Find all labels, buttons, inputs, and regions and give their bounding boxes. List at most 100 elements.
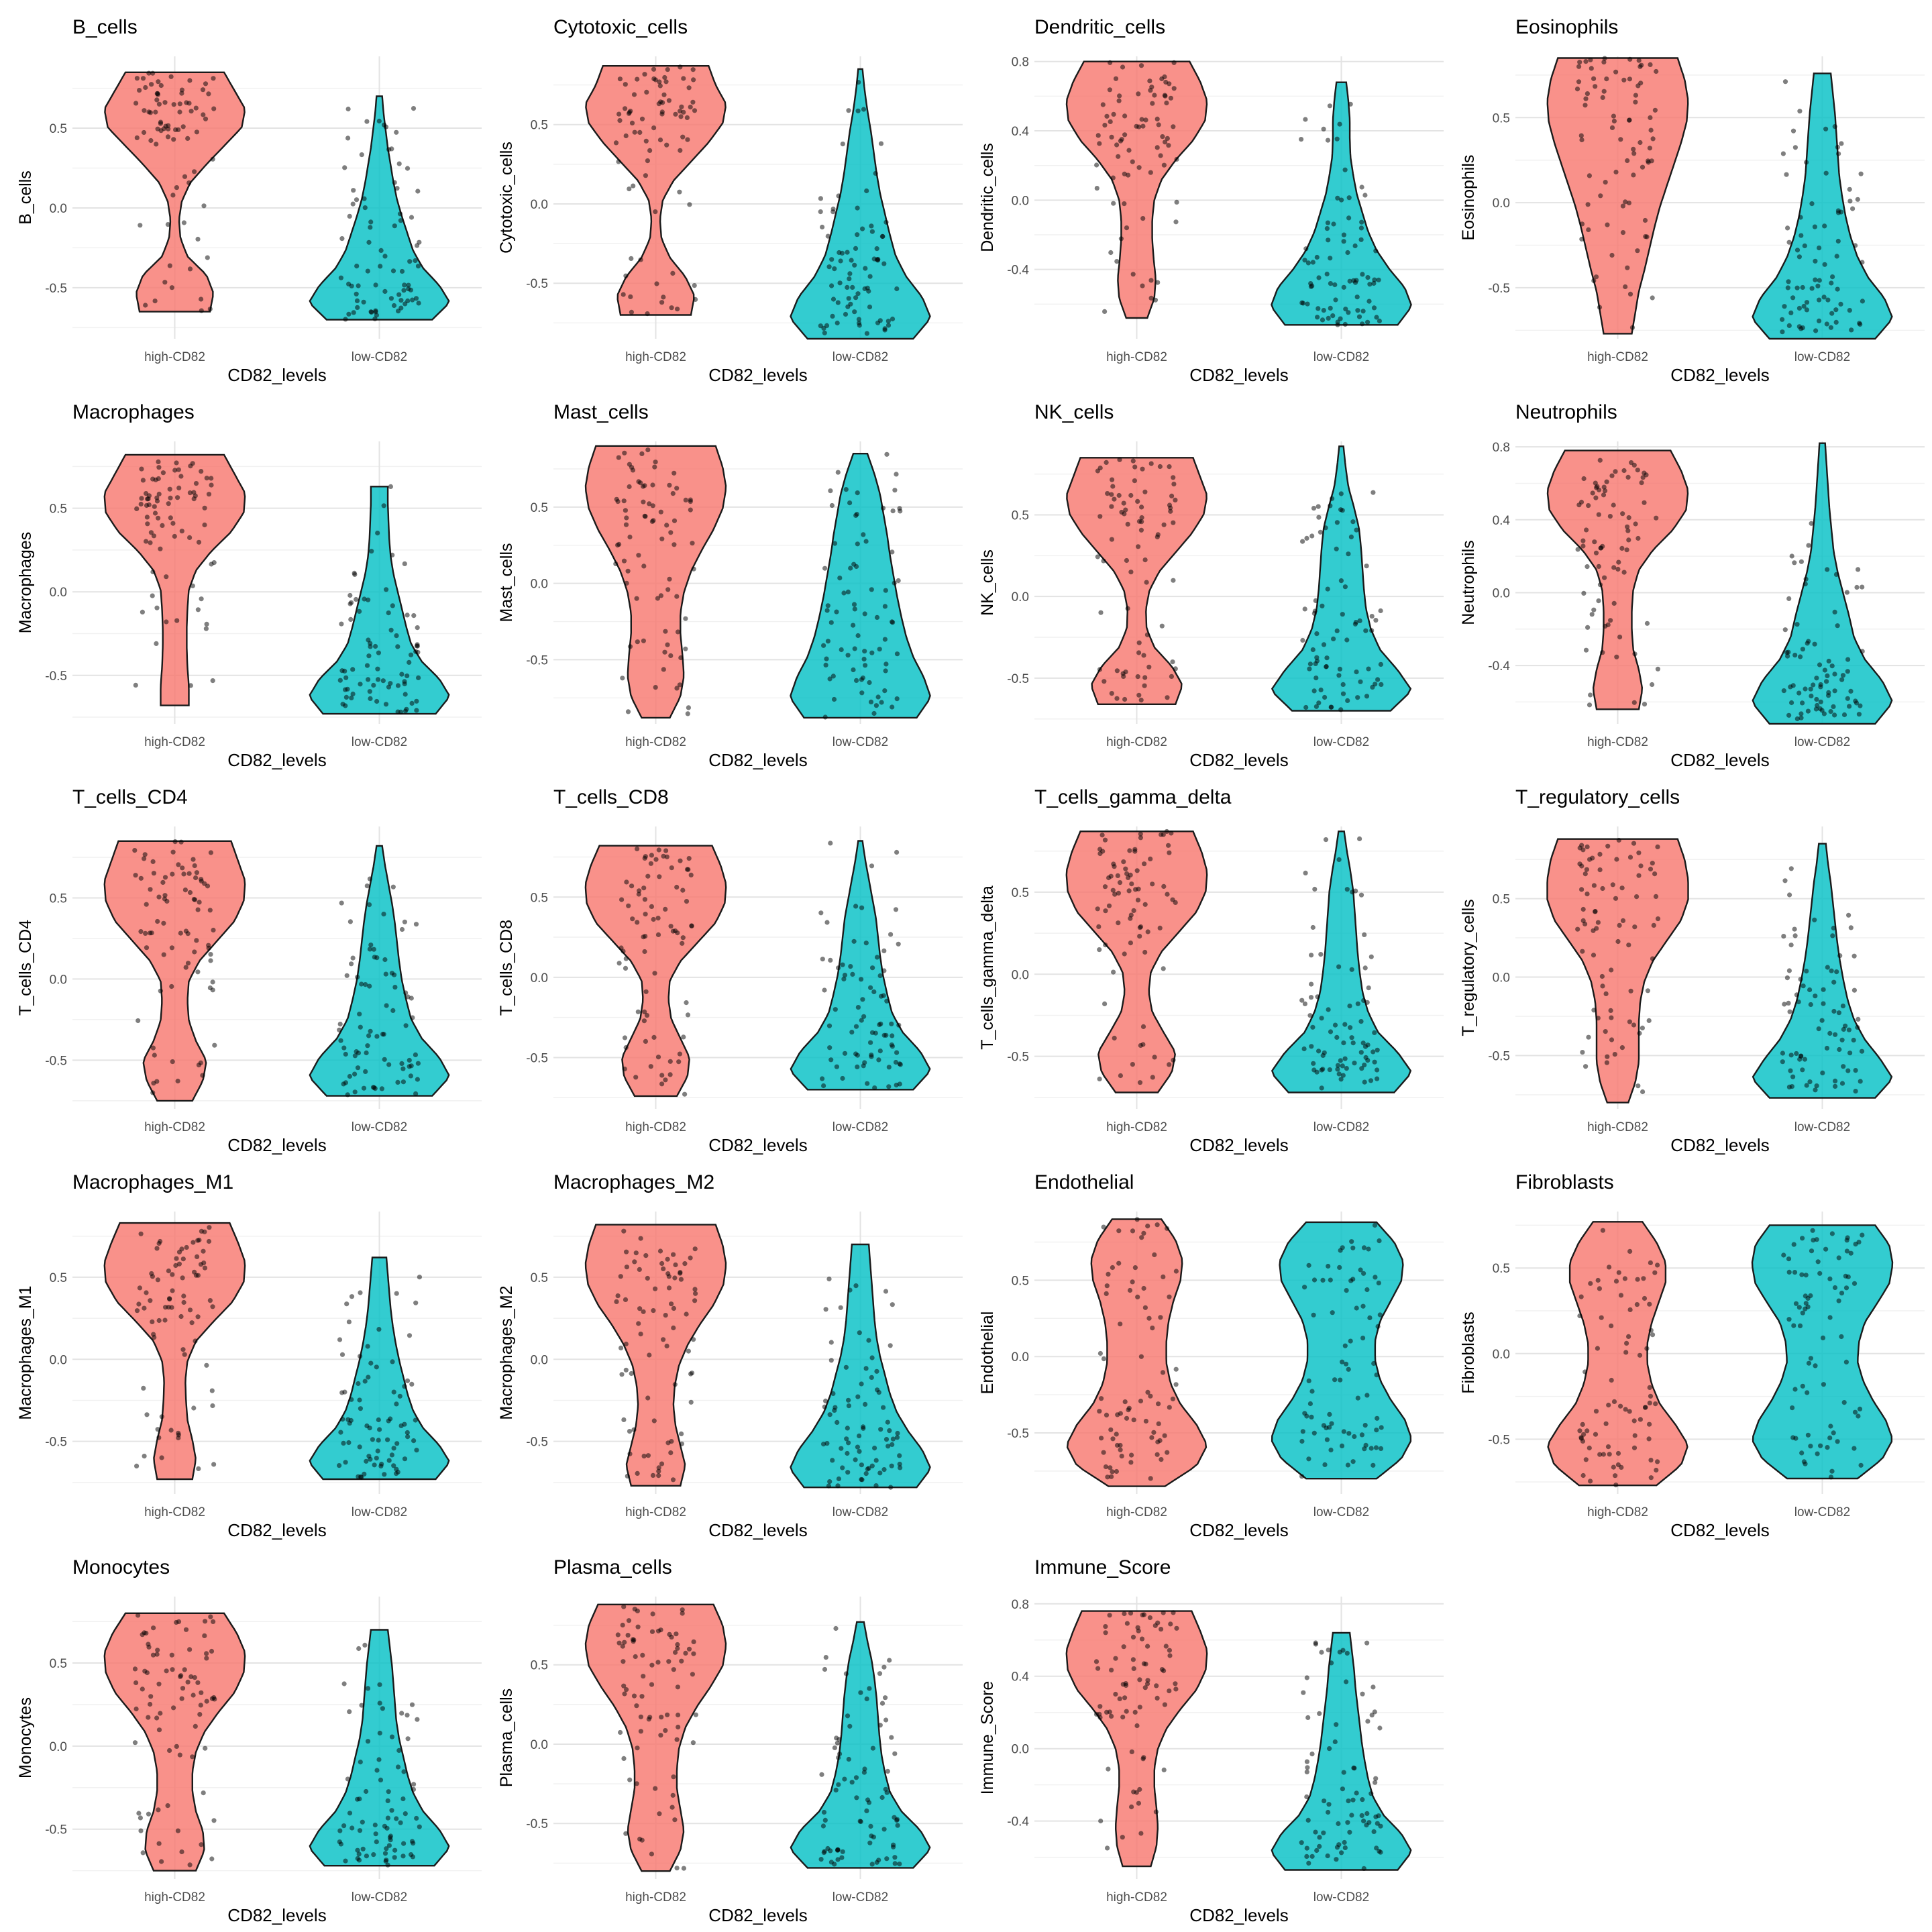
data-point [1623, 284, 1628, 290]
data-point [1847, 199, 1853, 204]
data-point [192, 1675, 197, 1680]
data-point [1299, 1840, 1304, 1845]
data-point [156, 1727, 162, 1733]
data-point [1150, 101, 1155, 106]
data-point [668, 530, 674, 535]
data-point [1113, 1691, 1118, 1697]
data-point [639, 451, 645, 457]
data-point [655, 596, 661, 601]
data-point [372, 955, 377, 960]
data-point [377, 1701, 382, 1706]
data-point [828, 1358, 834, 1363]
data-point [347, 919, 354, 924]
data-point [643, 989, 649, 994]
data-point [375, 531, 380, 536]
data-point [343, 703, 348, 708]
data-point [366, 677, 371, 682]
data-point [1140, 1042, 1146, 1047]
data-point [860, 675, 865, 681]
data-point [673, 111, 678, 117]
data-point [1605, 222, 1610, 227]
data-point [673, 1650, 678, 1655]
y-axis-title: Monocytes [16, 1697, 35, 1778]
data-point [202, 522, 207, 528]
data-point [1304, 1845, 1309, 1851]
data-point [1118, 1442, 1123, 1448]
data-point [1613, 469, 1618, 474]
data-point [1342, 167, 1348, 172]
data-point [1832, 124, 1837, 129]
data-point [827, 676, 833, 682]
data-point [868, 1823, 873, 1829]
data-point [1616, 1270, 1621, 1275]
data-point [835, 1857, 841, 1862]
data-point [1637, 1030, 1642, 1036]
data-point [616, 159, 621, 164]
y-tick-label: 0.5 [1012, 509, 1029, 523]
data-point [1362, 1079, 1367, 1085]
data-point [199, 1228, 204, 1234]
data-point [1343, 307, 1348, 312]
data-point [158, 1711, 163, 1716]
data-point [626, 1618, 632, 1623]
data-point [878, 141, 884, 146]
data-point [176, 485, 182, 491]
data-point [859, 1018, 864, 1023]
data-point [827, 1412, 833, 1417]
data-point [1833, 319, 1839, 325]
data-point [1652, 107, 1658, 113]
data-point [146, 1644, 152, 1650]
data-point [156, 1435, 162, 1440]
data-point [1136, 91, 1141, 97]
data-point [360, 1846, 366, 1851]
data-point [1108, 1427, 1114, 1432]
data-point [203, 1746, 208, 1751]
data-point [1613, 896, 1619, 901]
data-point [683, 646, 688, 651]
data-point [1338, 507, 1344, 513]
data-point [854, 1795, 859, 1801]
data-point [169, 945, 174, 951]
data-point [136, 1613, 141, 1618]
data-point [1638, 863, 1644, 869]
data-point [832, 541, 838, 546]
data-point [1159, 1627, 1164, 1632]
data-point [199, 877, 204, 882]
x-tick-label: high-CD82 [625, 735, 686, 749]
data-point [858, 1690, 863, 1695]
data-point [156, 1841, 162, 1846]
data-point [690, 1672, 695, 1677]
data-point [1790, 1074, 1796, 1079]
data-point [840, 962, 845, 967]
data-point [1822, 667, 1827, 673]
data-point [629, 309, 635, 315]
data-point [1610, 882, 1615, 888]
data-point [1633, 99, 1638, 105]
data-point [663, 629, 668, 634]
data-point [150, 70, 156, 76]
data-point [650, 482, 655, 488]
data-point [653, 1786, 658, 1791]
data-point [1101, 1224, 1106, 1230]
data-point [1654, 515, 1659, 521]
data-point [671, 1305, 677, 1311]
data-point [874, 1368, 879, 1374]
data-point [623, 133, 629, 139]
data-point [1379, 1425, 1384, 1430]
data-point [410, 297, 415, 303]
x-tick-label: high-CD82 [1106, 1120, 1167, 1134]
data-point [627, 534, 633, 540]
data-point [670, 491, 676, 496]
data-point [191, 1405, 197, 1411]
data-point [853, 246, 859, 251]
data-point [1160, 134, 1165, 140]
data-point [1326, 1809, 1331, 1815]
data-point [356, 1646, 362, 1652]
data-point [339, 1352, 345, 1357]
data-point [655, 1055, 661, 1060]
data-point [343, 1051, 348, 1057]
data-point [1829, 968, 1834, 973]
data-point [1122, 113, 1128, 119]
y-tick-label: -0.5 [45, 1436, 67, 1450]
